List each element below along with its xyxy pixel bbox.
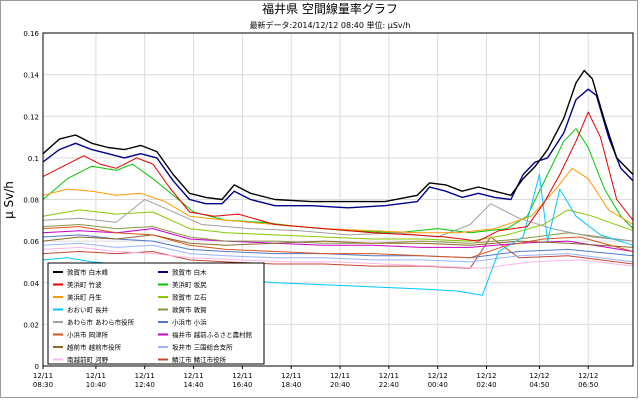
legend-box (47, 262, 265, 365)
x-tick-label: 04:50 (529, 381, 549, 389)
legend-entry: 福井市 越前ふるさと農村館 (172, 330, 253, 339)
x-tick-label: 12:40 (135, 381, 155, 389)
legend-entry: 鯖江市 鯖江市役所 (172, 355, 227, 364)
chart-title: 福井県 空間線量率グラフ (262, 1, 398, 16)
chart-subtitle: 最新データ:2014/12/12 08:40 単位: μSv/h (250, 20, 411, 30)
series-line (42, 242, 634, 263)
x-tick-label: 20:40 (330, 381, 350, 389)
plot-area (42, 32, 634, 367)
x-tick-date: 12/12 (476, 372, 496, 380)
legend-entry: 敦賀市 白木峰 (67, 268, 109, 277)
x-tick-label: 14:40 (183, 381, 203, 389)
y-tick-label: 0.02 (23, 321, 39, 329)
y-axis-label: μ Sv/h (2, 181, 16, 219)
series-line (42, 209, 634, 242)
series-line (42, 234, 634, 248)
legend-entry: 美浜町 坂尻 (172, 280, 207, 289)
series-line (42, 88, 634, 209)
x-tick-label: 22:40 (379, 381, 399, 389)
series-line (42, 226, 634, 259)
x-tick-date: 12/11 (86, 372, 106, 380)
y-tick-label: 0.1 (28, 155, 39, 163)
x-tick-date: 12/11 (33, 372, 53, 380)
legend-entry: 越前市 越前市役所 (67, 343, 122, 352)
series-line (42, 128, 634, 234)
x-tick-label: 18:40 (281, 381, 301, 389)
legend-entry: 小浜市 小浜 (172, 318, 207, 327)
x-tick-label: 16:40 (232, 381, 252, 389)
x-tick-date: 12/12 (578, 372, 598, 380)
x-tick-date: 12/11 (281, 372, 301, 380)
legend-entry: 美浜町 丹生 (67, 293, 102, 302)
y-tick-label: 0.06 (23, 238, 39, 246)
legend-entry: 美浜町 竹波 (67, 280, 102, 289)
axes: 00.020.040.060.080.10.120.140.1612/1108:… (23, 30, 598, 389)
x-tick-date: 12/11 (330, 372, 350, 380)
x-tick-date: 12/12 (529, 372, 549, 380)
legend-entry: あわら市 あわら市役所 (67, 318, 135, 327)
series-layer (42, 69, 634, 296)
series-line (42, 167, 634, 234)
legend-entry: 坂井市 三国総合支所 (172, 343, 233, 352)
legend-entry: 敦賀市 立石 (172, 293, 207, 302)
x-tick-date: 12/11 (183, 372, 203, 380)
x-tick-label: 10:40 (86, 381, 106, 389)
y-tick-label: 0.12 (23, 113, 39, 121)
series-line (42, 199, 634, 242)
y-tick-label: 0.14 (23, 72, 39, 80)
series-line (42, 69, 634, 203)
legend-entry: 敦賀市 白木 (172, 268, 207, 277)
series-line (42, 236, 634, 269)
x-tick-label: 02:40 (476, 381, 496, 389)
series-line (42, 111, 634, 242)
legend-entry: 南越前町 河野 (67, 355, 109, 364)
x-tick-date: 12/11 (135, 372, 155, 380)
series-line (42, 234, 634, 259)
x-tick-date: 12/11 (379, 372, 399, 380)
x-tick-label: 08:30 (33, 381, 53, 389)
x-tick-date: 12/12 (428, 372, 448, 380)
x-tick-label: 00:40 (428, 381, 448, 389)
y-tick-label: 0.08 (23, 197, 39, 205)
y-tick-label: 0.16 (23, 30, 39, 38)
x-tick-label: 06:50 (578, 381, 598, 389)
y-tick-label: 0 (35, 363, 39, 371)
series-line (42, 246, 634, 269)
legend-entry: おおい町 長井 (67, 305, 109, 314)
legend-entry: 小浜市 岡津所 (67, 330, 109, 339)
x-tick-date: 12/11 (232, 372, 252, 380)
legend-entry: 敦賀市 敦賀 (172, 305, 207, 314)
y-tick-label: 0.04 (23, 280, 39, 288)
